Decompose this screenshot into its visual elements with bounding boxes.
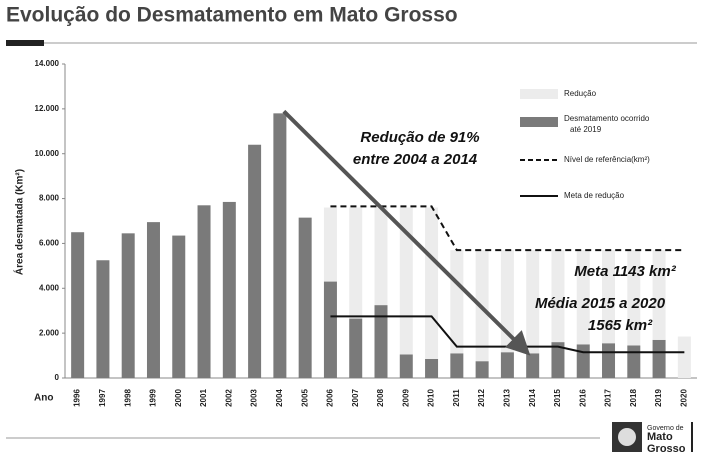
bar [197, 205, 211, 378]
bar [526, 353, 540, 378]
annotation: entre 2004 a 2014 [353, 151, 478, 168]
title-bar [6, 40, 44, 46]
x-tick-label: 2008 [376, 389, 385, 407]
bar [500, 352, 514, 378]
x-tick-label: 2016 [578, 389, 587, 407]
bar [475, 361, 489, 378]
logo-text: Mato [647, 431, 673, 443]
bar [425, 358, 439, 378]
legend-label: Nível de referência(km²) [564, 155, 650, 164]
bar [450, 250, 464, 354]
legend-line: Desmatamento ocorrido [564, 114, 650, 123]
bar [627, 250, 641, 346]
x-tick-label: 2009 [401, 389, 410, 407]
bar [172, 235, 186, 378]
bar [602, 250, 616, 344]
bar [551, 342, 565, 378]
y-tick-label: 10.000 [35, 149, 60, 158]
annotation: Redução de 91% [360, 129, 479, 146]
x-tick-label: 2017 [604, 389, 613, 407]
y-tick-label: 0 [55, 373, 60, 382]
legend-swatch [520, 117, 558, 127]
bar [627, 345, 641, 378]
y-tick-label: 14.000 [35, 59, 60, 68]
x-tick-label: 2005 [300, 389, 309, 407]
bar [652, 339, 666, 378]
bar [399, 207, 413, 355]
bar [349, 207, 363, 319]
legend-swatch [520, 89, 558, 99]
x-tick-label: 2001 [199, 389, 208, 407]
x-tick-label: 2010 [427, 389, 436, 407]
x-tick-label: 2011 [452, 389, 461, 407]
bar [323, 281, 337, 378]
bar [551, 250, 565, 343]
x-tick-label: 2004 [275, 389, 284, 407]
bar [576, 250, 590, 345]
x-tick-label: 2012 [477, 389, 486, 407]
bar [576, 344, 590, 378]
y-tick-label: 2.000 [39, 328, 60, 337]
bar [602, 343, 616, 378]
bar [652, 250, 666, 340]
annotation: Meta 1143 km² [574, 263, 676, 280]
bar [146, 222, 160, 378]
logo: Governo de Mato Grosso [612, 422, 693, 455]
x-tick-label: 2000 [174, 389, 183, 407]
legend-line: até 2019 [570, 125, 602, 134]
chart-title: Evolução do Desmatamento em Mato Grosso [6, 4, 458, 27]
bar [248, 144, 262, 378]
x-axis-label: Ano [34, 393, 53, 404]
bar [500, 250, 514, 353]
x-tick-label: 2002 [224, 389, 233, 407]
legend-label: Meta de redução [564, 191, 625, 200]
y-tick-label: 4.000 [39, 283, 60, 292]
bar [374, 207, 388, 306]
line [330, 205, 685, 252]
annotation: Média 2015 a 2020 [535, 295, 666, 312]
bar [96, 260, 110, 378]
y-axis-label: Área desmatada (Km²) [13, 169, 26, 275]
bar [349, 318, 363, 378]
bar [399, 354, 413, 378]
x-tick-label: 2014 [528, 389, 537, 407]
bar [273, 113, 287, 378]
x-tick-label: 1998 [123, 389, 132, 407]
x-tick-label: 2015 [553, 389, 562, 407]
bar [374, 305, 388, 378]
bar [298, 217, 312, 378]
x-tick-label: 2019 [654, 389, 663, 407]
x-tick-label: 2018 [629, 389, 638, 407]
bar [323, 207, 337, 282]
x-tick-label: 2006 [326, 389, 335, 407]
logo-seal [618, 428, 636, 446]
bar [526, 250, 540, 354]
y-tick-label: 6.000 [39, 239, 60, 248]
annotation: 1565 km² [588, 317, 653, 334]
x-tick-label: 2003 [250, 389, 259, 407]
legend-label: Desmatamento ocorrido até 2019 [564, 114, 650, 134]
bar [450, 353, 464, 378]
trend-arrow [282, 109, 531, 356]
bar [222, 201, 236, 378]
x-tick-label: 2020 [679, 389, 688, 407]
x-tick-label: 1997 [98, 389, 107, 407]
bar [121, 233, 135, 378]
logo-text: Grosso [647, 443, 686, 455]
bar [425, 207, 439, 359]
legend-label: Redução [564, 89, 597, 98]
y-tick-label: 12.000 [35, 104, 60, 113]
logo-text: Governo de [647, 425, 684, 432]
x-tick-label: 1996 [73, 389, 82, 407]
x-tick-label: 1999 [149, 389, 158, 407]
bar [677, 336, 691, 378]
bar [71, 232, 85, 378]
x-tick-label: 2007 [351, 389, 360, 407]
x-tick-label: 2013 [503, 389, 512, 407]
y-tick-label: 8.000 [39, 194, 60, 203]
